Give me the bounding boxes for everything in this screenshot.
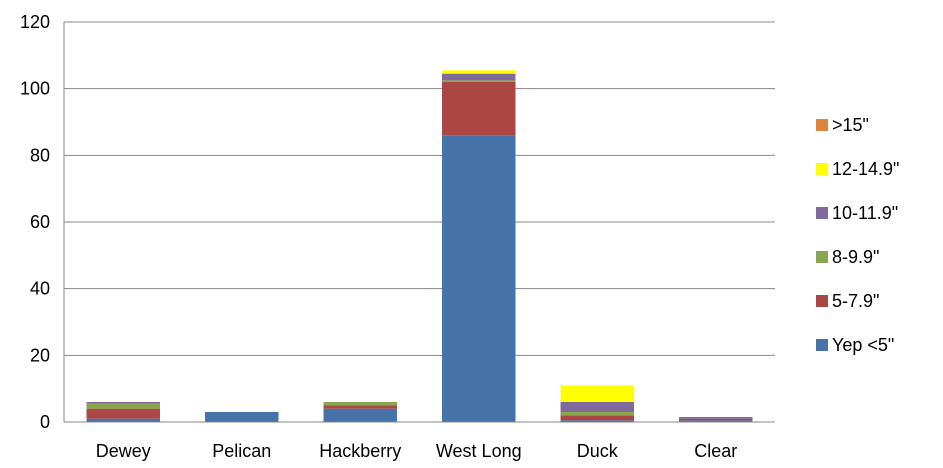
legend-label: 10-11.9" <box>832 203 898 223</box>
bar-segment <box>86 403 160 409</box>
bar-segment <box>560 385 634 402</box>
axes: 0 20 40 60 80 100 120 Dewey Pelican Hackberry West… <box>20 12 775 461</box>
legend-label: 12-14.9" <box>832 159 899 179</box>
legend-swatch <box>816 295 828 307</box>
y-tick-label: 60 <box>30 212 50 232</box>
bar-segment <box>86 418 160 422</box>
legend-label: >15" <box>832 115 869 135</box>
legend-swatch <box>816 339 828 351</box>
bar-segment <box>442 73 516 81</box>
bar-segment <box>679 417 753 419</box>
legend-swatch <box>816 163 828 175</box>
bar-segment <box>560 412 634 416</box>
y-tick-label: 100 <box>20 79 50 99</box>
bar-segment <box>442 82 516 136</box>
legend-label: 5-7.9" <box>832 291 879 311</box>
bar-segment <box>323 405 397 409</box>
bar-segment <box>442 135 516 423</box>
bar-segment <box>86 408 160 419</box>
legend-swatch <box>816 119 828 131</box>
bar-segment <box>86 402 160 404</box>
x-tick-label: Clear <box>694 441 737 461</box>
y-tick-label: 40 <box>30 279 50 299</box>
x-tick-label: Duck <box>577 441 619 461</box>
bar-segment <box>679 418 753 421</box>
legend-swatch <box>816 251 828 263</box>
legend: >15" 12-14.9" 10-11.9" 8-9.9" 5-7.9" Yep <5" <box>816 115 899 355</box>
gridlines <box>64 21 775 423</box>
x-tick-label: Dewey <box>96 441 151 461</box>
bar-segment <box>442 80 516 82</box>
bar-segment <box>679 420 753 422</box>
bars <box>86 70 753 423</box>
x-tick-label: Pelican <box>212 441 271 461</box>
bar-segment <box>323 402 397 406</box>
y-tick-label: 0 <box>40 412 50 432</box>
legend-swatch <box>816 207 828 219</box>
x-tick-label: West Long <box>436 441 522 461</box>
y-tick-label: 20 <box>30 345 50 365</box>
x-tick-label: Hackberry <box>319 441 401 461</box>
bar-segment <box>560 420 634 422</box>
bar-segment <box>323 408 397 422</box>
y-tick-label: 80 <box>30 145 50 165</box>
bar-segment <box>560 402 634 412</box>
legend-label: Yep <5" <box>832 335 894 355</box>
bar-segment <box>205 412 279 422</box>
legend-label: 8-9.9" <box>832 247 879 267</box>
bar-segment <box>442 70 516 74</box>
bar-segment <box>560 415 634 421</box>
y-tick-label: 120 <box>20 12 50 32</box>
